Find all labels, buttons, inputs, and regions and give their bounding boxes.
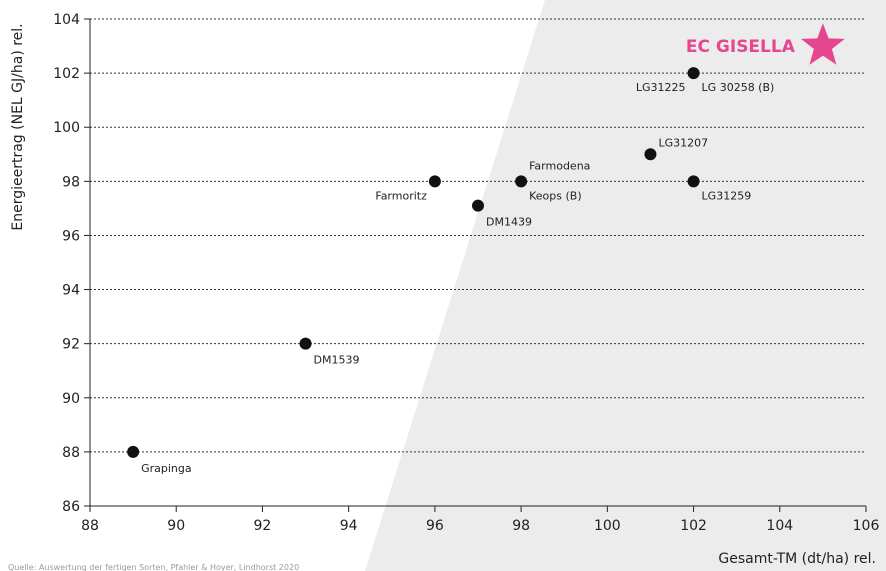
data-point bbox=[687, 175, 700, 188]
point-label: Keops (B) bbox=[529, 189, 582, 202]
x-tick-label: 100 bbox=[594, 518, 621, 534]
grid-lines bbox=[90, 18, 866, 453]
x-tick-label: 90 bbox=[167, 518, 185, 534]
y-tick-label: 88 bbox=[62, 445, 80, 461]
point-label: Grapinga bbox=[141, 462, 192, 475]
x-tick-label: 98 bbox=[512, 518, 530, 534]
x-tick-label: 102 bbox=[680, 518, 707, 534]
data-point bbox=[299, 337, 312, 350]
x-tick-label: 92 bbox=[254, 518, 272, 534]
point-label: LG31225 bbox=[636, 81, 686, 94]
y-tick-label: 102 bbox=[53, 66, 80, 82]
point-label: LG 30258 (B) bbox=[702, 81, 775, 94]
data-point bbox=[472, 199, 484, 212]
axes bbox=[84, 18, 867, 512]
data-point bbox=[428, 175, 441, 188]
data-point bbox=[515, 175, 528, 188]
point-label: DM1539 bbox=[314, 354, 360, 367]
highlight-group: EC GISELLA bbox=[686, 23, 845, 65]
highlight-label: EC GISELLA bbox=[686, 37, 796, 57]
y-axis-label: Energieertrag (NEL GJ/ha) rel. bbox=[10, 23, 26, 230]
x-tick-label: 104 bbox=[766, 518, 793, 534]
x-tick-label: 88 bbox=[81, 518, 99, 534]
y-tick-label: 96 bbox=[62, 228, 80, 244]
background-band bbox=[365, 0, 886, 571]
x-tick-labels: 88 90 92 94 96 98 100 102 104 106 bbox=[81, 518, 879, 534]
star-icon bbox=[801, 23, 845, 65]
x-tick-label: 94 bbox=[340, 518, 358, 534]
y-tick-label: 104 bbox=[53, 12, 80, 28]
x-tick-label: 96 bbox=[426, 518, 444, 534]
point-label: DM1439 bbox=[486, 216, 532, 229]
y-tick-labels: 86 88 90 92 94 96 98 100 102 104 bbox=[53, 12, 80, 515]
point-labels: Grapinga DM1539 Farmoritz DM1439 Farmodena Ke… bbox=[141, 81, 774, 475]
point-label: LG31207 bbox=[658, 136, 708, 149]
x-axis-label: Gesamt-TM (dt/ha) rel. bbox=[718, 551, 876, 567]
y-tick-label: 98 bbox=[62, 174, 80, 190]
y-tick-label: 94 bbox=[62, 283, 80, 299]
y-tick-label: 100 bbox=[53, 120, 80, 136]
data-point bbox=[687, 67, 700, 80]
footnote: Quelle: Auswertung der fertigen Sorten, … bbox=[8, 563, 299, 571]
data-points bbox=[127, 67, 700, 458]
data-point bbox=[127, 445, 140, 458]
y-tick-label: 86 bbox=[62, 499, 80, 515]
point-label: Farmodena bbox=[529, 159, 590, 172]
y-tick-label: 92 bbox=[62, 337, 80, 353]
data-point bbox=[644, 148, 657, 161]
point-label: LG31259 bbox=[702, 189, 752, 202]
point-label: Farmoritz bbox=[375, 189, 427, 202]
x-tick-label: 106 bbox=[853, 518, 880, 534]
y-tick-label: 90 bbox=[62, 391, 80, 407]
